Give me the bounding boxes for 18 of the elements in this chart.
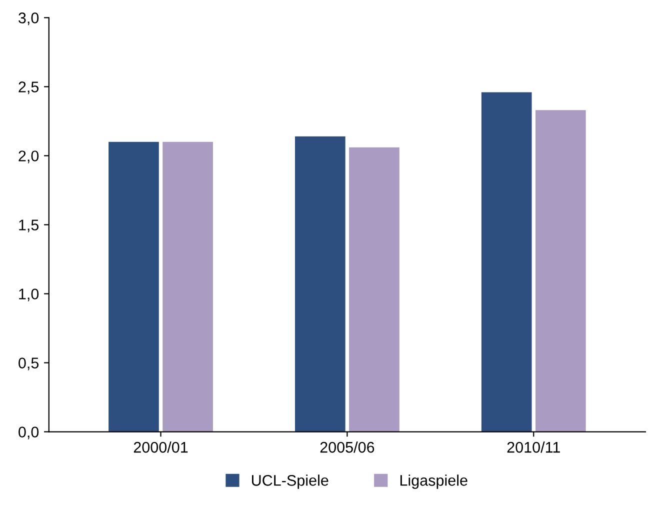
- bar: [535, 110, 586, 432]
- y-tick-label: 3,0: [18, 12, 39, 26]
- y-tick-label: 2,5: [18, 82, 39, 94]
- y-tick-label: 1,5: [19, 220, 39, 232]
- y-tick-label: 0,5: [18, 358, 39, 370]
- bar: [349, 147, 400, 432]
- y-tick-label: 1,0: [19, 288, 39, 302]
- x-tick-label: 2005/06: [320, 441, 374, 453]
- x-tick-label: 2010/11: [507, 441, 560, 453]
- bar: [108, 142, 159, 432]
- bar: [481, 92, 532, 432]
- legend-label: Ligaspiele: [400, 474, 468, 489]
- bar: [294, 136, 346, 432]
- legend-label: UCL-Spiele: [252, 474, 328, 489]
- y-tick-label: 2,0: [18, 150, 39, 164]
- y-tick-label: 0,0: [18, 426, 39, 440]
- x-tick-label: 2000/01: [134, 441, 188, 453]
- bar: [162, 142, 213, 432]
